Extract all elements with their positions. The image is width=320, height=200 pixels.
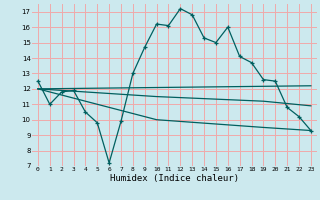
X-axis label: Humidex (Indice chaleur): Humidex (Indice chaleur) bbox=[110, 174, 239, 183]
